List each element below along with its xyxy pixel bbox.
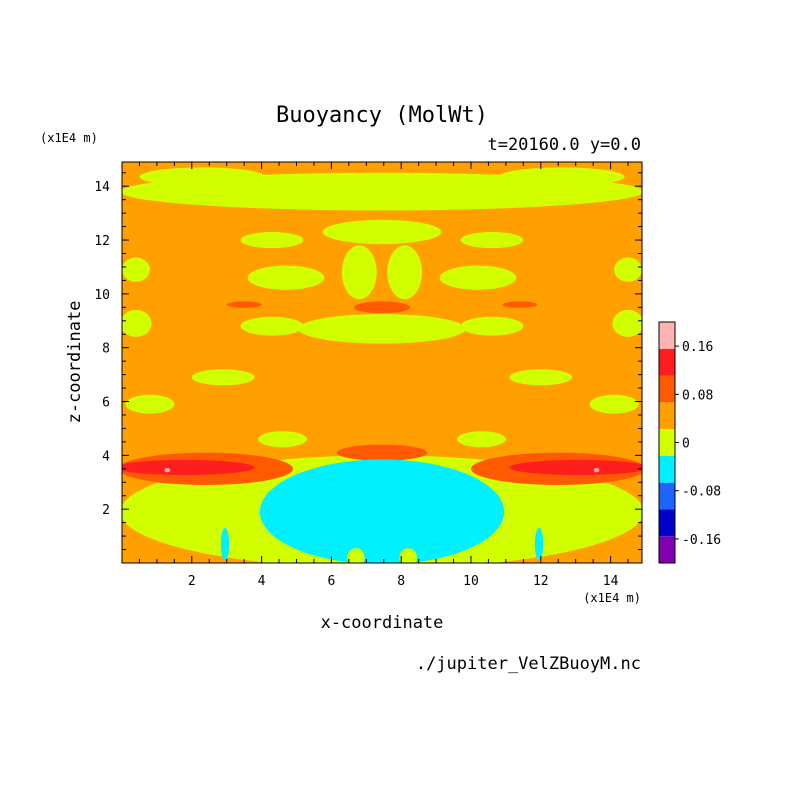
file-footer: ./jupiter_VelZBuoyM.nc [416,654,641,674]
heatmap-field [122,162,642,563]
contour-region-22 [457,431,506,448]
contour-region-2 [498,167,625,187]
colorbar-swatch [659,429,675,456]
colorbar-tick-label: 0.16 [682,340,713,355]
colorbar-tick-label: -0.08 [682,485,721,500]
contour-region-21 [258,431,307,448]
contour-region-7 [387,245,423,300]
colorbar-swatch [659,509,675,537]
y-tick-label: 6 [102,396,110,411]
colorbar-swatch [659,348,675,376]
contour-region-13 [612,310,642,337]
y-tick-label: 2 [102,503,110,518]
y-tick-label: 10 [94,288,110,303]
y-tick-label: 8 [102,342,110,357]
contour-region-4 [240,231,304,249]
chart-subtitle: t=20160.0 y=0.0 [487,135,641,155]
contour-region-31 [509,459,642,475]
contour-region-16 [460,316,524,336]
x-tick-label: 10 [463,574,479,589]
x-tick-label: 6 [327,574,335,589]
y-axis-ticks: 2 4 6 8 10 12 14 [94,172,642,551]
colorbar-swatch [659,402,675,430]
y-axis-unit: (x1E4 m) [40,131,98,145]
x-tick-label: 12 [533,574,549,589]
contour-region-15 [240,316,304,336]
y-tick-label: 4 [102,449,110,464]
contour-region-5 [460,231,524,249]
x-axis-ticks: 2 4 6 8 10 12 14 [138,162,629,589]
contour-region-12 [122,310,152,337]
contour-region-10 [122,257,150,282]
y-tick-label: 14 [94,180,110,195]
contour-region-27 [502,301,538,308]
contour-regions [122,167,642,563]
x-tick-label: 8 [397,574,405,589]
colorbar-swatch [659,455,675,483]
contour-region-32 [164,467,171,473]
contour-region-11 [614,257,642,282]
contour-region-9 [439,265,517,290]
colorbar-tick-label: -0.16 [682,533,721,548]
contour-region-33 [593,467,600,473]
plot-frame [121,161,643,564]
contour-region-24 [336,444,428,461]
x-tick-label: 2 [188,574,196,589]
x-tick-label: 14 [603,574,619,589]
colorbar: -0.16 -0.08 0 0.08 0.16 [658,321,721,564]
contour-region-36 [534,528,544,561]
x-tick-label: 4 [258,574,266,589]
contour-region-17 [191,369,255,386]
contour-region-20 [589,394,639,414]
contour-region-14 [298,314,466,344]
contour-region-35 [220,528,230,561]
contour-region-25 [226,301,262,308]
contour-region-38 [399,548,417,563]
contour-region-26 [354,301,410,314]
contour-region-18 [509,369,573,386]
contour-region-1 [139,167,266,187]
colorbar-tick-label: 0 [682,437,690,452]
x-axis-unit: (x1E4 m) [583,591,641,605]
contour-region-6 [341,245,377,300]
y-tick-label: 12 [94,234,110,249]
chart-title: Buoyancy (MolWt) [276,103,488,128]
colorbar-swatch [659,375,675,403]
colorbar-tick-label: 0.08 [682,388,713,403]
contour-region-3 [322,219,442,245]
contour-region-34 [259,459,505,563]
contour-region-8 [247,265,325,290]
contour-region-30 [122,459,255,475]
colorbar-swatch [659,322,675,349]
colorbar-swatch [659,536,675,563]
colorbar-swatch [659,482,675,510]
contour-region-19 [125,394,175,414]
y-axis-label: z-coordinate [65,301,85,424]
contour-region-37 [347,548,365,563]
x-axis-label: x-coordinate [321,613,444,633]
